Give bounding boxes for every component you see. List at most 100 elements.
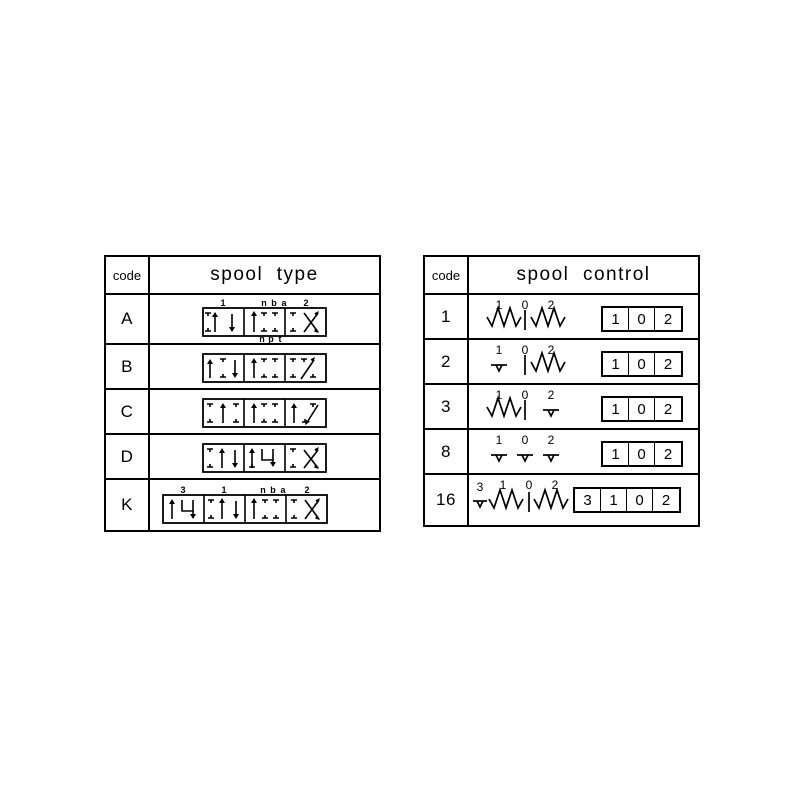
position-cell: 1 [603, 353, 629, 375]
control-cell-8: 1 0 2 1 0 2 [469, 430, 698, 473]
svg-text:n: n [260, 485, 266, 495]
svg-text:2: 2 [548, 433, 555, 447]
spool-symbol-c [202, 398, 332, 428]
svg-text:a: a [280, 485, 286, 495]
row-code-2: 2 [425, 340, 469, 383]
row-code-3: 3 [425, 385, 469, 428]
control-symbol-2: 1 0 2 [483, 343, 593, 379]
svg-text:0: 0 [522, 298, 529, 312]
row-code-k: K [106, 480, 150, 530]
table-row[interactable]: B [106, 345, 379, 390]
row-code-d: D [106, 435, 150, 478]
position-cell: 1 [603, 443, 629, 465]
position-cell: 1 [603, 398, 629, 420]
position-cell: 2 [663, 355, 673, 373]
control-symbol-8: 1 0 2 [483, 433, 593, 469]
row-code-16: 16 [425, 475, 469, 525]
position-box-16: 3 1 0 2 [573, 487, 681, 513]
spool-symbol-b [202, 353, 332, 383]
svg-text:a: a [281, 298, 287, 308]
control-symbol-1: 1 0 2 [483, 298, 593, 334]
spool-symbol-k-cell: 3 1 n b a 2 [150, 480, 379, 530]
row-code-8: 8 [425, 430, 469, 473]
table-row[interactable]: 1 [425, 295, 698, 340]
header-code-cell: code [106, 257, 150, 293]
header-title-cell: spool type [210, 264, 319, 285]
svg-text:p: p [268, 334, 274, 344]
position-cell: 0 [629, 353, 655, 375]
svg-text:1: 1 [496, 433, 503, 447]
svg-text:2: 2 [304, 485, 309, 495]
svg-text:2: 2 [548, 298, 555, 312]
control-symbol-16: 3 1 0 2 [471, 478, 591, 518]
spool-symbol-a: 1 n b a 2 n p t [202, 298, 342, 344]
spool-symbol-c-cell [150, 390, 379, 433]
svg-text:b: b [270, 485, 276, 495]
row-code-c: C [106, 390, 150, 433]
svg-text:1: 1 [496, 388, 503, 402]
position-box-3: 1 0 2 [601, 396, 683, 422]
svg-text:1: 1 [500, 478, 507, 492]
spool-symbol-d-cell [150, 435, 379, 478]
table-row[interactable]: 2 [425, 340, 698, 385]
table-row[interactable]: K [106, 480, 379, 530]
table-row[interactable]: C [106, 390, 379, 435]
svg-text:t: t [279, 334, 282, 344]
svg-text:0: 0 [522, 343, 529, 357]
row-code-1: 1 [425, 295, 469, 338]
position-cell: 2 [661, 491, 671, 509]
svg-text:0: 0 [522, 388, 529, 402]
spool-type-table: code spool type A [104, 255, 381, 532]
svg-text:3: 3 [477, 480, 484, 494]
control-cell-1: 1 0 2 1 0 2 [469, 295, 698, 338]
table-row[interactable]: D [106, 435, 379, 480]
svg-text:1: 1 [496, 343, 503, 357]
spool-symbol-k: 3 1 n b a 2 [162, 485, 342, 527]
position-box-1: 1 0 2 [601, 306, 683, 332]
spool-symbol-b-cell [150, 345, 379, 388]
spool-symbol-a-cell: 1 n b a 2 n p t [150, 295, 379, 344]
header-code-cell: code [425, 257, 469, 293]
control-cell-16: 3 1 0 2 3 1 0 2 [469, 475, 698, 525]
spool-symbol-d [202, 443, 332, 473]
svg-text:1: 1 [221, 485, 226, 495]
control-symbol-3: 1 0 2 [483, 388, 593, 424]
position-box-2: 1 0 2 [601, 351, 683, 377]
position-cell: 1 [601, 489, 627, 511]
position-cell: 1 [603, 308, 629, 330]
position-cell: 3 [575, 489, 601, 511]
svg-text:2: 2 [303, 298, 308, 308]
control-cell-3: 1 0 2 1 0 2 [469, 385, 698, 428]
position-cell: 2 [663, 400, 673, 418]
svg-text:0: 0 [526, 478, 533, 492]
table-header-row: code spool control [425, 257, 698, 295]
svg-text:0: 0 [522, 433, 529, 447]
table-row[interactable]: 3 [425, 385, 698, 430]
position-cell: 2 [663, 445, 673, 463]
position-box-8: 1 0 2 [601, 441, 683, 467]
position-cell: 0 [629, 398, 655, 420]
position-cell: 0 [629, 308, 655, 330]
position-cell: 2 [663, 310, 673, 328]
table-header-row: code spool type [106, 257, 379, 295]
svg-text:1: 1 [220, 298, 225, 308]
table-row[interactable]: A [106, 295, 379, 345]
svg-text:n: n [261, 298, 267, 308]
control-cell-2: 1 0 2 1 0 2 [469, 340, 698, 383]
svg-text:2: 2 [548, 388, 555, 402]
table-row[interactable]: 16 [425, 475, 698, 525]
svg-text:n: n [259, 334, 265, 344]
svg-text:2: 2 [552, 478, 559, 492]
svg-text:1: 1 [496, 298, 503, 312]
svg-text:2: 2 [548, 343, 555, 357]
row-code-a: A [106, 295, 150, 343]
position-cell: 0 [627, 489, 653, 511]
svg-text:3: 3 [180, 485, 185, 495]
position-cell: 0 [629, 443, 655, 465]
row-code-b: B [106, 345, 150, 388]
header-title-cell: spool control [516, 264, 651, 285]
table-row[interactable]: 8 [425, 430, 698, 475]
spool-control-table: code spool control 1 [423, 255, 700, 527]
svg-text:b: b [271, 298, 277, 308]
